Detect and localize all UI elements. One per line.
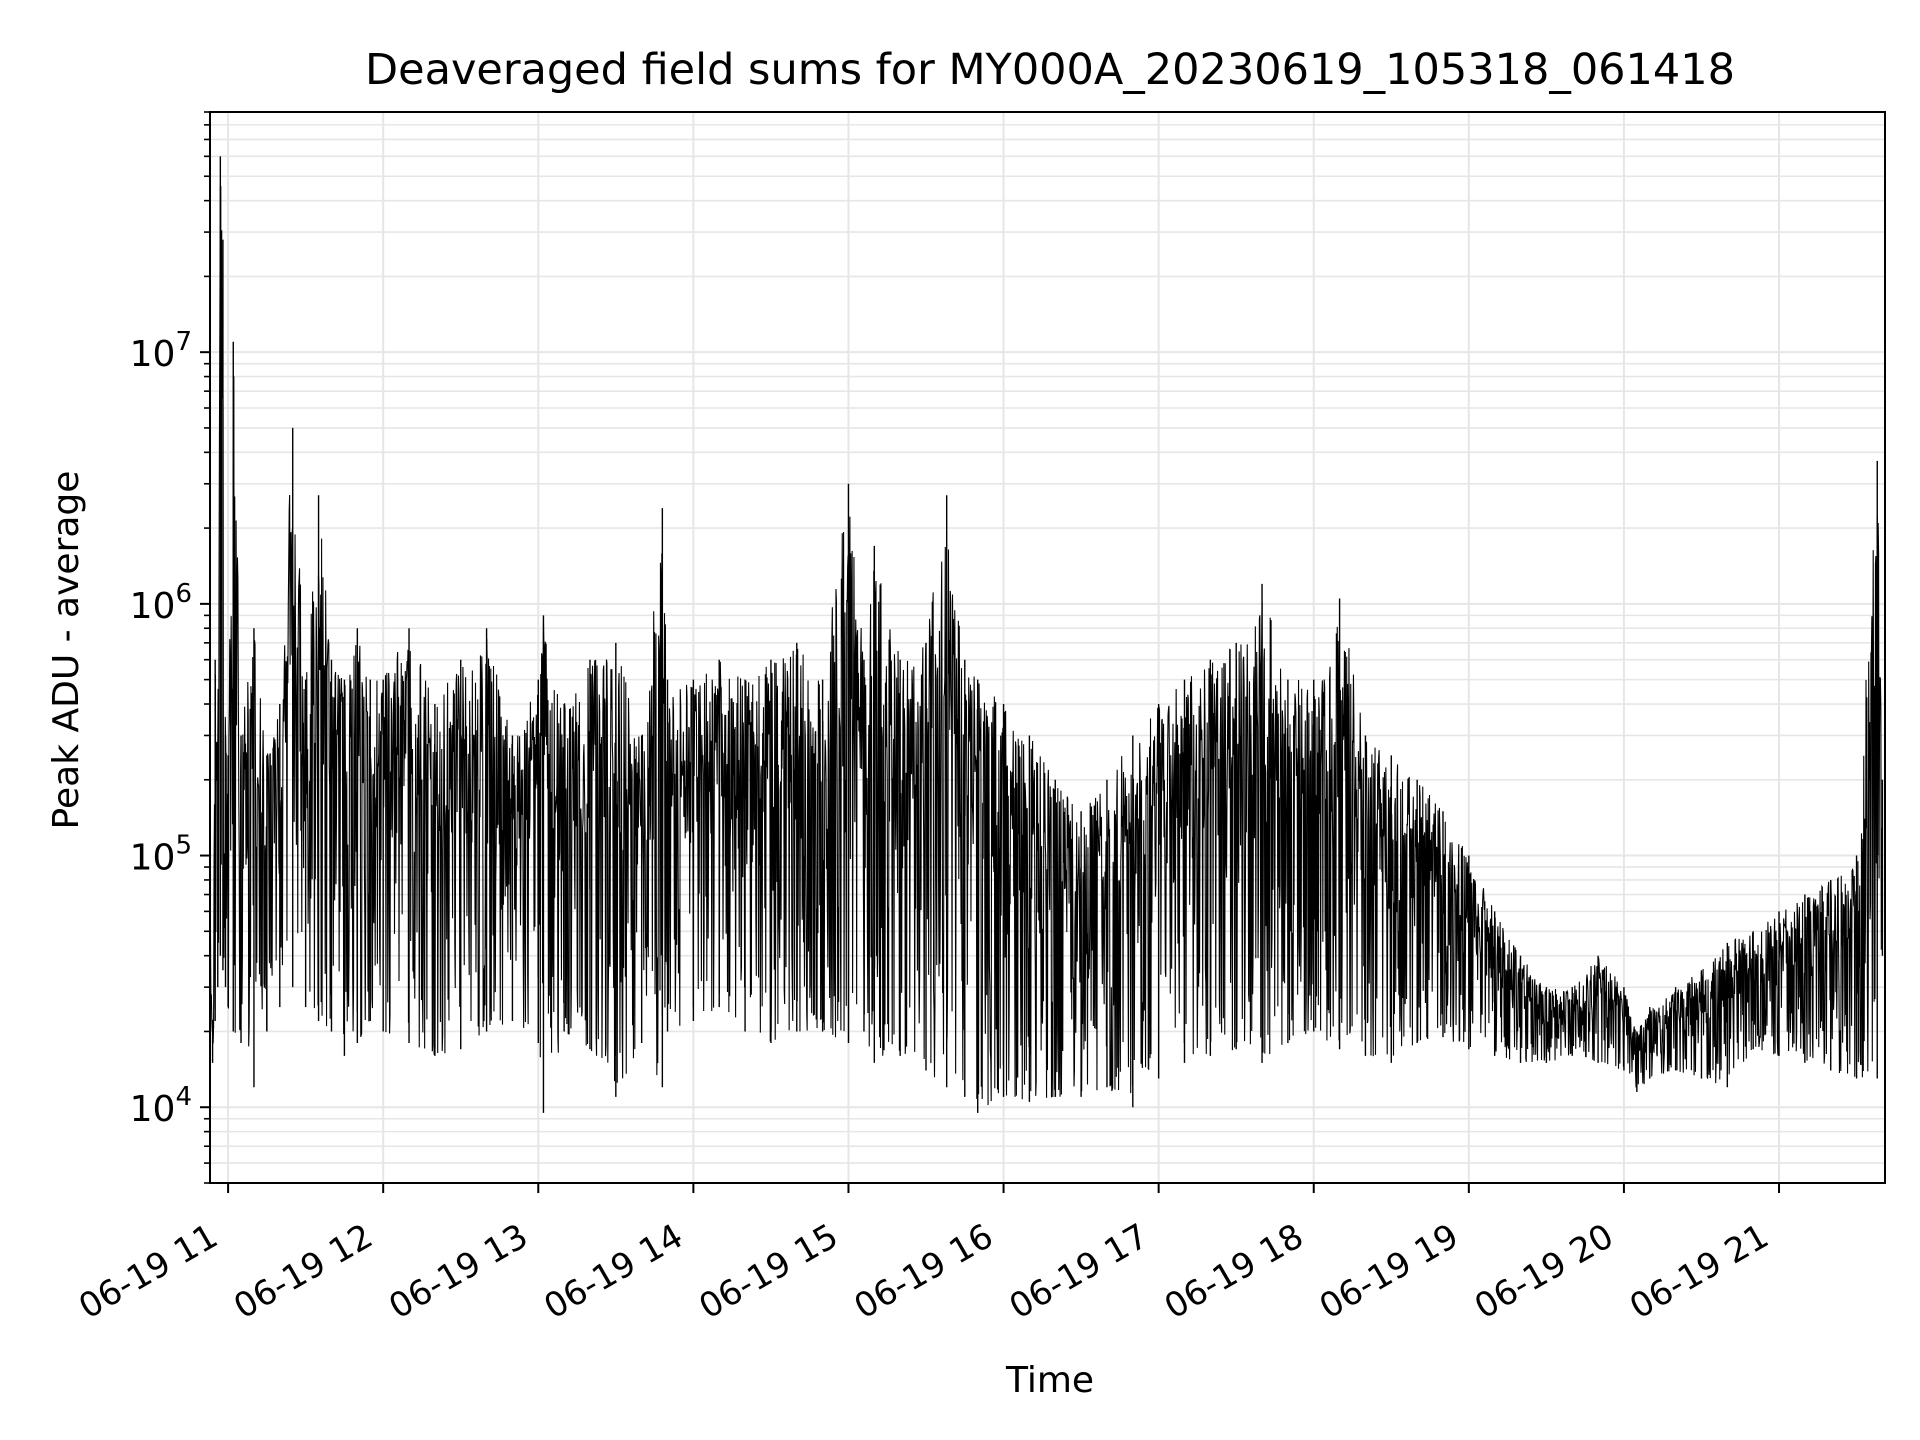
y-tick-label: 107 xyxy=(130,327,192,375)
y-axis-ticks: 104 105 106 107 xyxy=(130,111,210,1184)
series-group xyxy=(209,156,1884,1113)
y-tick-label: 104 xyxy=(130,1082,192,1130)
y-axis-label: Peak ADU - average xyxy=(46,471,87,830)
y-tick-label: 105 xyxy=(130,831,192,879)
x-axis-label: Time xyxy=(1005,1360,1094,1401)
chart-title: Deaveraged field sums for MY000A_2023061… xyxy=(365,45,1735,95)
series-line xyxy=(209,186,1883,1106)
y-tick-label: 106 xyxy=(130,579,192,627)
plot-frame xyxy=(209,111,1886,1184)
